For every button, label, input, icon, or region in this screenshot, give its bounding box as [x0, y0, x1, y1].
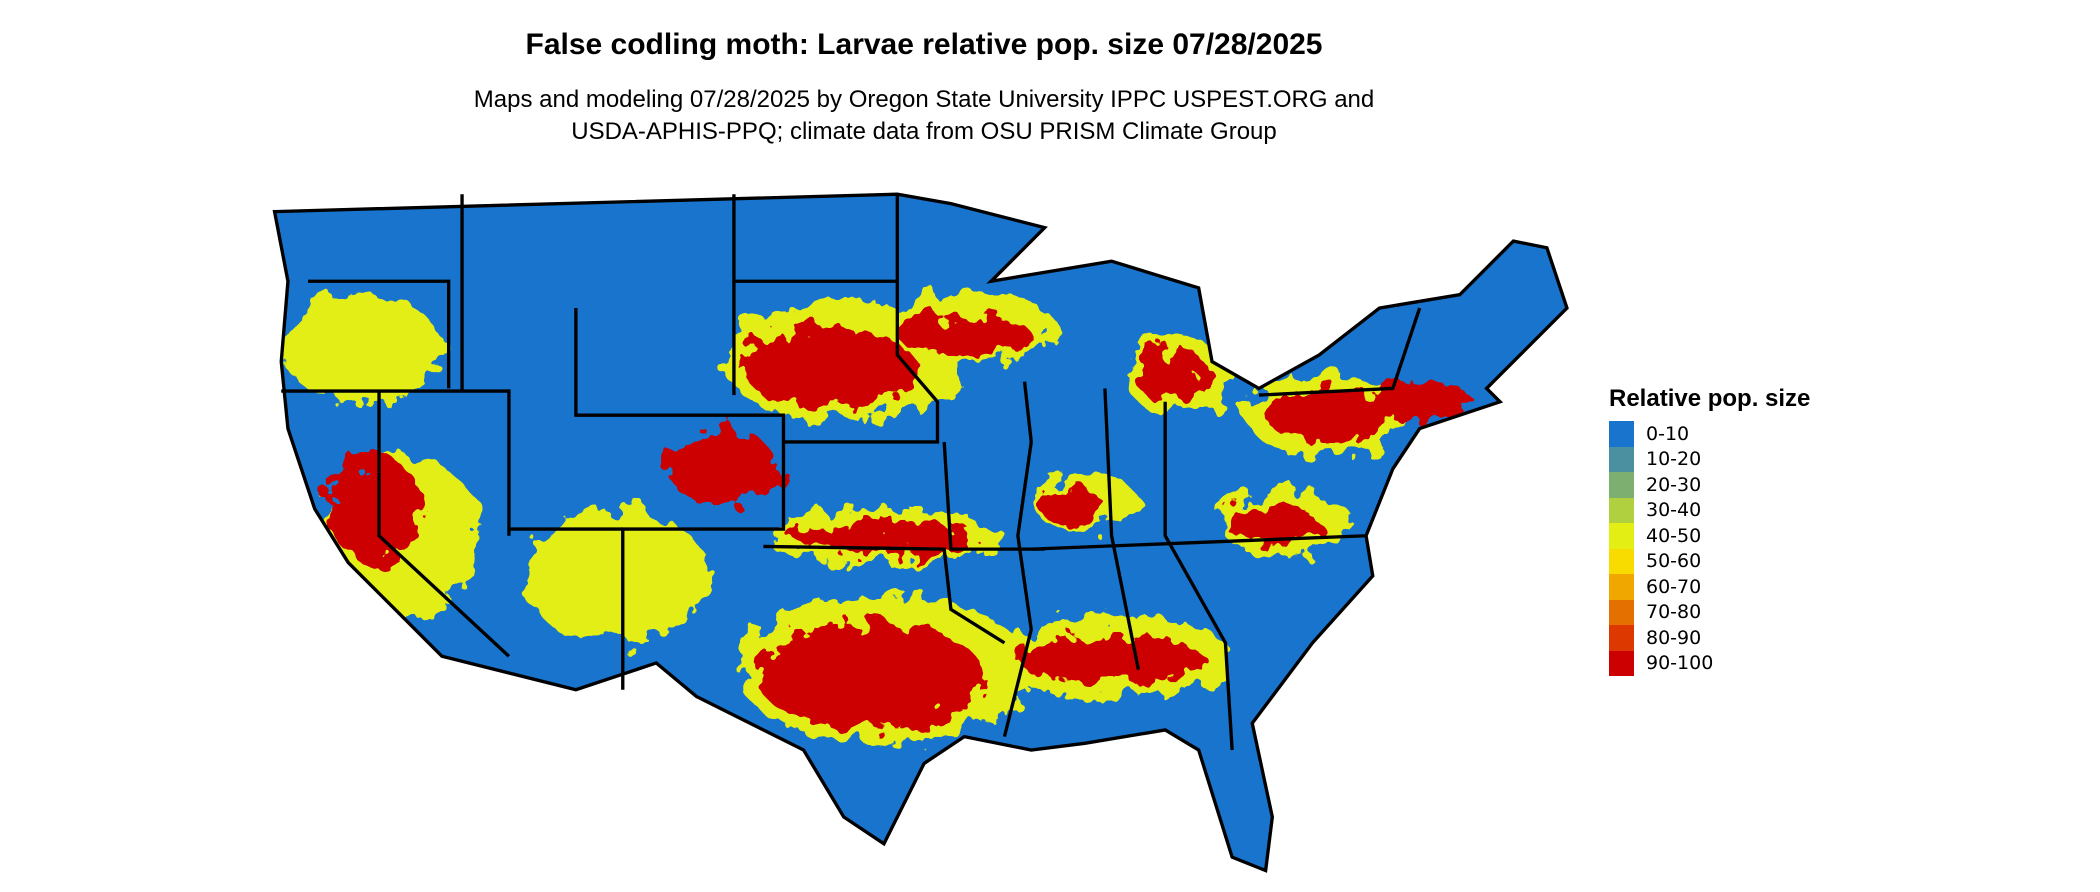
legend-item: 60-70	[1609, 574, 1810, 600]
legend-swatch	[1609, 599, 1634, 625]
subtitle-line-1: Maps and modeling 07/28/2025 by Oregon S…	[473, 86, 1375, 113]
legend-swatch	[1609, 548, 1634, 574]
legend-item: 30-40	[1609, 497, 1810, 523]
legend-swatch	[1609, 497, 1634, 523]
legend-label: 90-100	[1646, 652, 1714, 675]
legend-swatch	[1609, 625, 1634, 651]
legend-label: 10-20	[1646, 448, 1702, 471]
hotspots	[281, 294, 1474, 744]
legend-item: 20-30	[1609, 472, 1810, 498]
map-subtitle: Maps and modeling 07/28/2025 by Oregon S…	[0, 84, 1848, 148]
legend-item: 90-100	[1609, 650, 1810, 676]
legend-item: 40-50	[1609, 523, 1810, 549]
legend-item: 10-20	[1609, 446, 1810, 472]
legend-swatch	[1609, 574, 1634, 600]
legend-swatch	[1609, 650, 1634, 676]
legend-item: 80-90	[1609, 625, 1810, 651]
legend-swatch	[1609, 472, 1634, 498]
legend-item: 0-10	[1609, 421, 1810, 447]
legend-title: Relative pop. size	[1609, 385, 1811, 412]
state-boundaries	[272, 192, 1569, 873]
legend-label: 60-70	[1646, 575, 1702, 598]
legend-label: 30-40	[1646, 499, 1702, 522]
raster-layer	[274, 194, 1567, 871]
legend-label: 50-60	[1646, 550, 1702, 573]
legend-swatch	[1609, 421, 1634, 447]
legend-label: 40-50	[1646, 524, 1702, 547]
legend-label: 70-80	[1646, 601, 1702, 624]
legend: Relative pop. size 0-10 10-20 20-30 30-40 40…	[1609, 385, 1810, 676]
subtitle-line-2: USDA-APHIS-PPQ; climate data from OSU PR…	[571, 118, 1277, 145]
map-title: False codling moth: Larvae relative pop.…	[525, 28, 1323, 61]
legend-item: 70-80	[1609, 599, 1810, 625]
legend-label: 0-10	[1646, 422, 1690, 445]
legend-label: 20-30	[1646, 473, 1702, 496]
legend-label: 80-90	[1646, 626, 1702, 649]
legend-item: 50-60	[1609, 548, 1810, 574]
legend-swatch	[1609, 446, 1634, 472]
legend-swatch	[1609, 523, 1634, 549]
